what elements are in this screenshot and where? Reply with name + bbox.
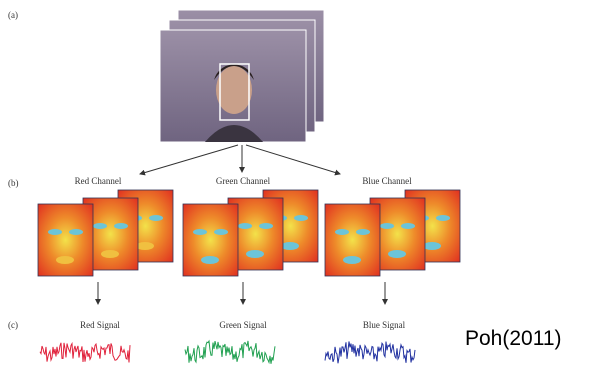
signal-title: Red Signal (80, 320, 120, 330)
heatmap-mouth (136, 242, 154, 250)
heatmap-eye (294, 215, 308, 221)
channel-title: Blue Channel (362, 176, 412, 186)
heatmap-eye (149, 215, 163, 221)
heatmap-eye (356, 229, 370, 235)
signals (40, 341, 415, 364)
heatmap-mouth (281, 242, 299, 250)
heatmap-eye (69, 229, 83, 235)
heatmap-mouth (343, 256, 361, 264)
heatmap-frame (325, 204, 380, 276)
panel-label: (a) (8, 10, 18, 20)
heatmap-eye (93, 223, 107, 229)
heatmaps (38, 190, 460, 304)
channel-title: Green Channel (216, 176, 271, 186)
arrow (246, 145, 340, 174)
arrow (140, 145, 238, 174)
heatmap-eye (193, 229, 207, 235)
channel-title: Red Channel (75, 176, 122, 186)
signal-wave (40, 343, 130, 363)
heatmap-eye (380, 223, 394, 229)
heatmap-eye (436, 215, 450, 221)
citation: Poh(2011) (465, 327, 562, 350)
signal-wave (325, 341, 415, 363)
heatmap-mouth (246, 250, 264, 258)
panel-label: (b) (8, 178, 19, 188)
heatmap-eye (114, 223, 128, 229)
heatmap-mouth (56, 256, 74, 264)
heatmap-mouth (101, 250, 119, 258)
heatmap-mouth (201, 256, 219, 264)
heatmap-eye (238, 223, 252, 229)
heatmap-frame (38, 204, 93, 276)
heatmap-mouth (388, 250, 406, 258)
heatmap-eye (401, 223, 415, 229)
heatmap-eye (335, 229, 349, 235)
panel-label: (c) (8, 320, 18, 330)
figure: (a) (b) Red Channel Green Channel Blue C… (0, 0, 598, 376)
heatmap-eye (214, 229, 228, 235)
heatmap-frame (183, 204, 238, 276)
signal-wave (185, 341, 275, 364)
heatmap-eye (48, 229, 62, 235)
heatmap-eye (259, 223, 273, 229)
heatmap-mouth (423, 242, 441, 250)
video-frames (160, 10, 324, 142)
signal-title: Green Signal (219, 320, 267, 330)
signal-title: Blue Signal (363, 320, 406, 330)
